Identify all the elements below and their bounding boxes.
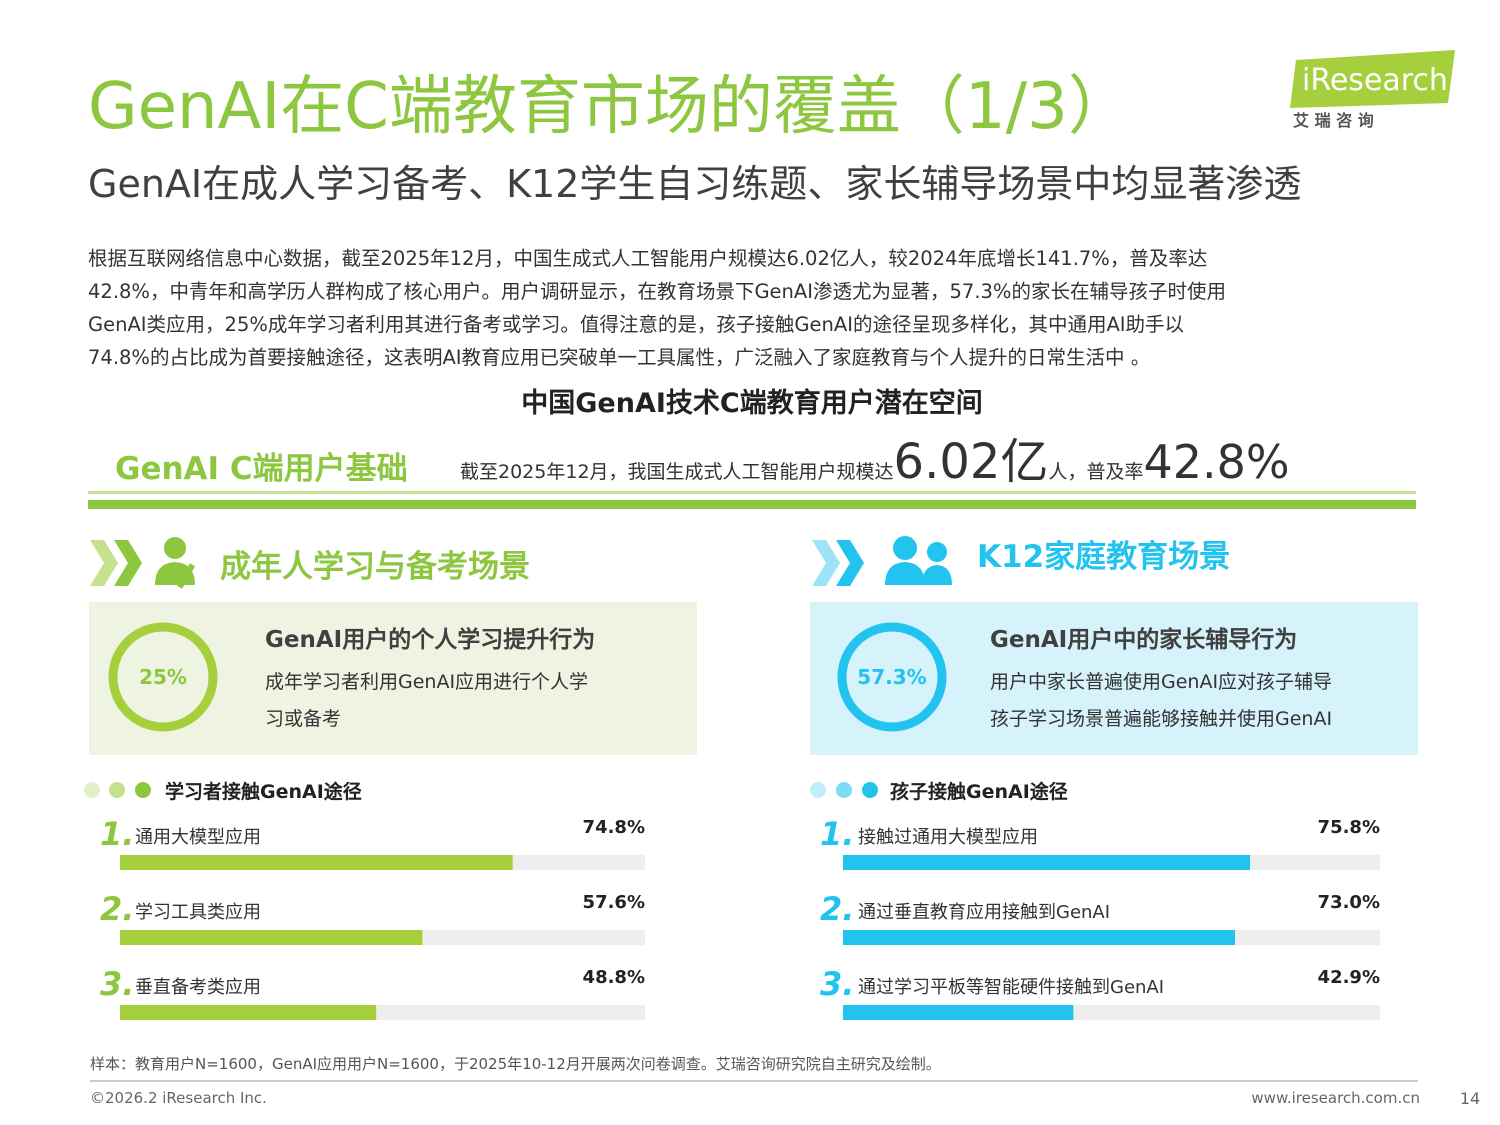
logo-badge <box>1290 50 1455 108</box>
subtitle: GenAI在成人学习备考、K12学生自习练题、家长辅导场景中均显著渗透 <box>88 162 1301 206</box>
base-users: 6.02亿 <box>894 434 1049 490</box>
route-label: 通过垂直教育应用接触到GenAI <box>858 902 1110 923</box>
icon-learner <box>155 537 196 589</box>
website: www.iresearch.com.cn <box>1251 1089 1420 1107</box>
title: GenAI在C端教育市场的覆盖（1/3） <box>88 70 1132 144</box>
bar <box>843 930 1236 945</box>
base-label: GenAI C端用户基础 <box>115 451 408 487</box>
ring <box>837 622 947 732</box>
logo: iResearch <box>1302 63 1448 98</box>
base-prefix: 截至2025年12月，我国生成式人工智能用户规模达 <box>460 461 894 483</box>
route-label: 通用大模型应用 <box>135 827 261 848</box>
bar <box>843 1005 1074 1020</box>
route-label: 学习工具类应用 <box>135 902 261 923</box>
box-line: 用户中家长普遍使用GenAI应对孩子辅导 <box>990 671 1332 693</box>
dot <box>862 782 878 798</box>
left-heading: 成年人学习与备考场景 <box>220 549 530 585</box>
dot <box>109 782 125 798</box>
chevron <box>114 540 142 586</box>
chevron <box>90 540 118 586</box>
box-line: 成年学习者利用GenAI应用进行个人学 <box>265 671 588 693</box>
value-label: 75.8% <box>1318 817 1380 838</box>
rank: 1. <box>820 815 854 853</box>
box-line: 习或备考 <box>265 708 341 730</box>
bar <box>120 855 513 870</box>
value-label: 42.9% <box>1318 967 1380 988</box>
logo-sub: 艾 瑞 咨 询 <box>1293 111 1374 130</box>
section-title: 中国GenAI技术C端教育用户潜在空间 <box>521 387 982 419</box>
value-label: 57.6% <box>583 892 645 913</box>
icon-family <box>885 536 952 585</box>
rank: 1. <box>100 815 134 853</box>
route-label: 通过学习平板等智能硬件接触到GenAI <box>858 977 1164 998</box>
right-heading: K12家庭教育场景 <box>977 539 1230 575</box>
routes-title: 学习者接触GenAI途径 <box>165 780 362 803</box>
routes-title: 孩子接触GenAI途径 <box>890 780 1068 803</box>
copyright: ©2026.2 iResearch Inc. <box>90 1089 267 1107</box>
value-label: 48.8% <box>583 967 645 988</box>
rank: 2. <box>820 890 854 928</box>
rank: 3. <box>100 965 134 1003</box>
dot <box>810 782 826 798</box>
ring-label: 57.3% <box>857 665 926 689</box>
dot <box>836 782 852 798</box>
route-label: 垂直备考类应用 <box>135 977 261 998</box>
rank: 3. <box>820 965 854 1003</box>
intro-line: 74.8%的占比成为首要接触途径，这表明AI教育应用已突破单一工具属性，广泛融入… <box>88 346 1150 369</box>
chevron <box>836 540 864 586</box>
intro-line: GenAI类应用，25%成年学习者利用其进行备考或学习。值得注意的是，孩子接触G… <box>88 313 1184 336</box>
left-box <box>89 602 697 755</box>
chevron <box>812 540 840 586</box>
box-line: 孩子学习场景普遍能够接触并使用GenAI <box>990 708 1332 730</box>
base-rate: 42.8% <box>1143 435 1289 489</box>
box-title: GenAI用户的个人学习提升行为 <box>265 626 595 653</box>
rank: 2. <box>100 890 134 928</box>
base-stat: 截至2025年12月，我国生成式人工智能用户规模达6.02亿人，普及率42.8% <box>460 434 1290 490</box>
dot <box>84 782 100 798</box>
base-rate-prefix: ，普及率 <box>1067 461 1143 483</box>
page-number: 14 <box>1460 1089 1480 1108</box>
ring <box>108 622 218 732</box>
box-title: GenAI用户中的家长辅导行为 <box>990 626 1297 653</box>
rule <box>88 491 1416 494</box>
dot <box>135 782 151 798</box>
value-label: 73.0% <box>1318 892 1380 913</box>
footer-note: 样本：教育用户N=1600，GenAI应用用户N=1600，于2025年10-1… <box>90 1055 941 1073</box>
bar <box>120 1005 377 1020</box>
bar <box>843 855 1251 870</box>
value-label: 74.8% <box>583 817 645 838</box>
bar <box>120 930 423 945</box>
base-unit: 人 <box>1048 461 1067 483</box>
route-label: 接触过通用大模型应用 <box>858 827 1038 848</box>
intro-line: 42.8%，中青年和高学历人群构成了核心用户。用户调研显示，在教育场景下GenA… <box>88 280 1226 303</box>
intro-line: 根据互联网络信息中心数据，截至2025年12月，中国生成式人工智能用户规模达6.… <box>88 247 1207 270</box>
rule <box>88 500 1416 509</box>
ring-label: 25% <box>139 665 187 689</box>
